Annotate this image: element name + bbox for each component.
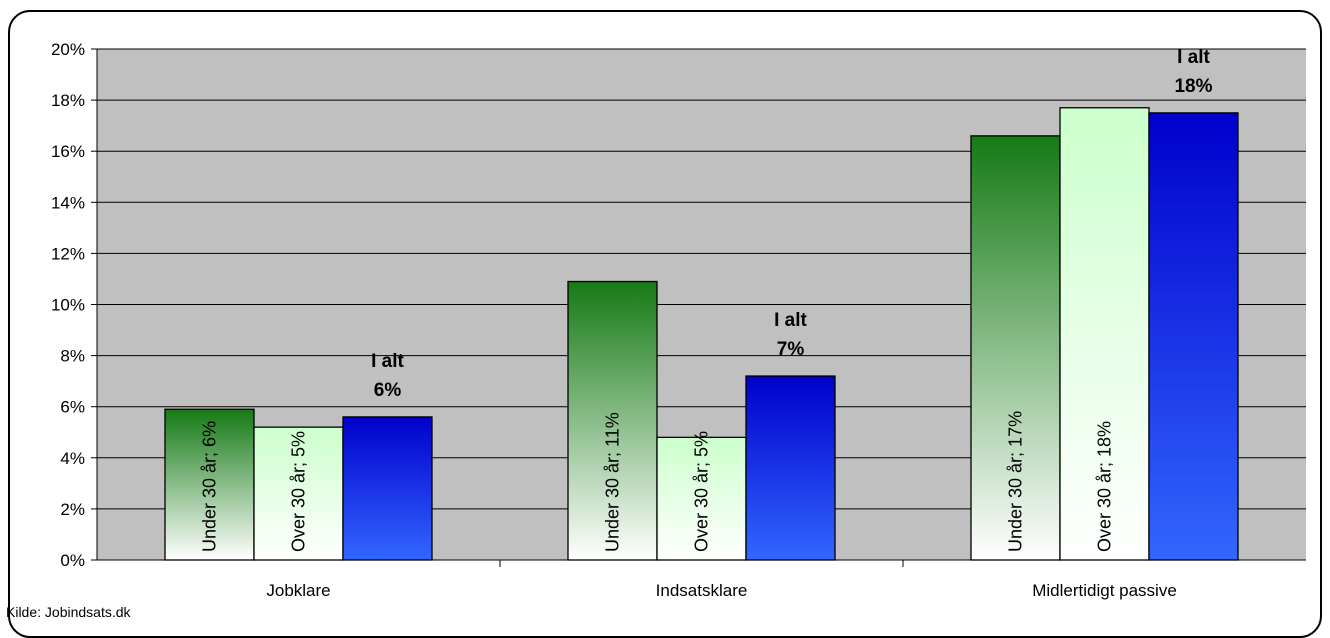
- y-tick-label: 2%: [60, 500, 85, 519]
- y-tick-label: 18%: [51, 91, 85, 110]
- source-note: Kilde: Jobindsats.dk: [6, 604, 131, 620]
- bar-over30: [656, 436, 747, 561]
- bar-over30: [1059, 107, 1150, 561]
- bar-under30: [567, 280, 658, 561]
- y-tick-label: 6%: [60, 398, 85, 417]
- y-tick-label: 20%: [51, 40, 85, 59]
- bar-ialt: [1148, 112, 1239, 561]
- data-label: I alt: [774, 310, 807, 331]
- x-category-label: Indsatsklare: [656, 581, 748, 600]
- data-label: Over 30 år; 5%: [692, 431, 712, 552]
- data-label: I alt: [1177, 47, 1210, 68]
- y-tick-label: 16%: [51, 142, 85, 161]
- bar-ialt: [745, 375, 836, 561]
- data-label: 7%: [777, 339, 805, 360]
- y-tick-label: 10%: [51, 296, 85, 315]
- bar-under30: [970, 135, 1061, 561]
- data-label: Over 30 år; 5%: [289, 431, 309, 552]
- data-label: 6%: [374, 380, 402, 401]
- data-label: Under 30 år; 17%: [1006, 411, 1026, 552]
- data-label: I alt: [371, 351, 404, 372]
- data-label: 18%: [1174, 76, 1212, 97]
- bar-under30: [164, 408, 255, 561]
- y-tick-label: 0%: [60, 551, 85, 570]
- y-tick-label: 12%: [51, 244, 85, 263]
- x-category-label: Jobklare: [266, 581, 330, 600]
- y-tick-label: 8%: [60, 347, 85, 366]
- data-label: Under 30 år; 6%: [200, 421, 220, 552]
- data-label: Over 30 år; 18%: [1095, 421, 1115, 552]
- bar-over30: [253, 426, 344, 561]
- y-tick-label: 4%: [60, 449, 85, 468]
- data-label: Under 30 år; 11%: [603, 412, 623, 552]
- bar-ialt: [342, 416, 433, 561]
- y-tick-label: 14%: [51, 193, 85, 212]
- x-category-label: Midlertidigt passive: [1032, 581, 1177, 600]
